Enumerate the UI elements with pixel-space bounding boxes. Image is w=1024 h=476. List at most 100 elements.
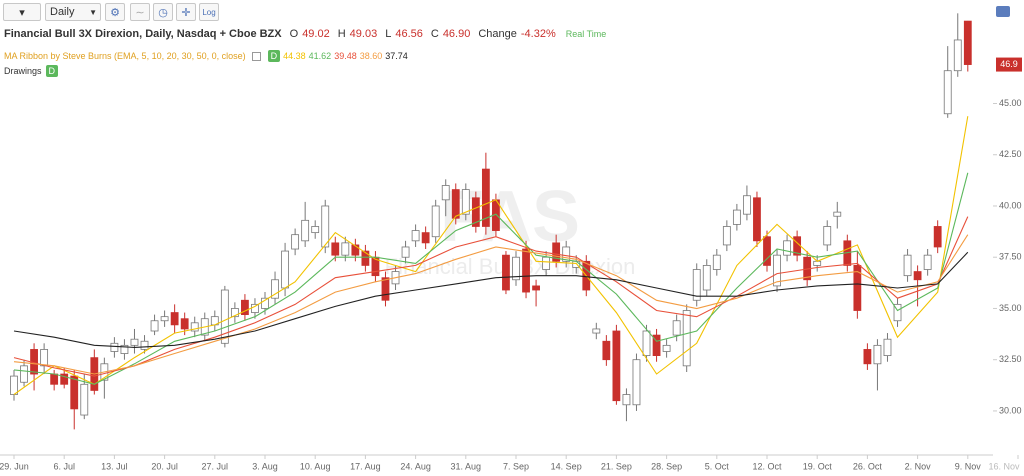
x-tick-label: 13. Jul [101,461,128,471]
candle-body [522,248,530,293]
candle-body [291,234,300,250]
chart-type-button[interactable]: ▾ [3,3,41,21]
candle-body [542,256,551,270]
candle-body [943,70,952,115]
legend-value: 37.74 [385,51,408,61]
y-tick-label: 42.50 [999,149,1022,159]
ema-line [13,172,969,385]
candle-body [190,322,199,332]
close-value: 46.90 [442,28,471,40]
history-button[interactable]: ◷ [153,3,173,21]
x-tick-label: 21. Sep [601,461,632,471]
candle-body [241,299,249,316]
y-tick-label: 37.50 [999,252,1022,262]
indicator-name[interactable]: MA Ribbon by Steve Burns (EMA, 5, 10, 20… [4,51,246,61]
drawings-row: Drawings D [4,65,59,77]
candle-body [50,373,59,385]
candle-body [351,244,360,256]
x-tick-label: 16. Nov [988,461,1020,471]
indicator-row: MA Ribbon by Steve Burns (EMA, 5, 10, 20… [4,50,408,62]
candle-body [963,20,972,65]
candle-body [331,242,340,256]
draw-button[interactable]: ✛ [176,3,196,21]
x-tick-label: 26. Oct [853,461,883,471]
candle-body [552,242,561,262]
candle-body [933,226,942,248]
candle-body [170,312,179,326]
indicator-badge[interactable]: D [267,50,281,62]
candle-body [893,303,902,322]
candle-body [281,250,289,289]
candle-body [622,394,631,406]
x-tick-label: 12. Oct [752,461,782,471]
candle-body [923,254,932,270]
camera-icon[interactable] [996,6,1010,17]
high-value: 49.03 [349,28,378,40]
candle-body [743,195,751,215]
x-tick-label: 10. Aug [300,461,331,471]
x-tick-label: 2. Nov [905,461,932,471]
y-tick-label: 30.00 [999,405,1022,415]
open-value: 49.02 [302,28,330,40]
settings-button[interactable]: ⚙ [105,3,125,21]
candle-body [763,236,771,266]
candle-body [512,256,520,281]
candle-body [180,318,189,330]
ema-line [13,216,969,377]
last-price-label: 46.9 [1000,59,1018,69]
ema-line [13,116,969,395]
candle-body [612,330,621,402]
interval-select[interactable]: Daily ▼ [45,3,101,21]
candle-body [311,226,320,234]
log-button[interactable]: Log [199,3,219,21]
legend-value: 39.48 [334,51,357,61]
candle-body [321,205,330,248]
candle-body [753,197,761,242]
candle-body [863,349,872,365]
candle-body [562,246,571,262]
candle-body [692,269,701,301]
legend-value: 38.60 [359,51,383,61]
candle-body [461,189,470,215]
high-tag: H [337,28,346,40]
candle-body [652,334,661,356]
y-tick-label: 32.50 [999,354,1022,364]
candle-body [220,289,229,344]
candle-body [532,285,540,291]
candle-body [10,375,18,395]
x-tick-label: 24. Aug [400,461,431,471]
candle-body [873,344,882,365]
legend-value: 44.38 [283,51,306,61]
change-tag: Change [478,28,517,40]
interval: Daily [50,6,75,18]
candle-body [481,168,490,227]
candle-body [40,349,49,367]
candle-body [230,308,239,318]
candle-body [833,211,842,217]
ema-line [13,234,969,375]
candle-body [421,232,430,244]
drawings-badge[interactable]: D [45,65,59,77]
candle-body [913,271,922,281]
candle-body [903,254,912,277]
realtime-status: Real Time [565,29,607,39]
x-tick-label: 17. Aug [350,461,381,471]
candle-body [140,340,149,350]
x-tick-label: 20. Jul [151,461,178,471]
candle-body [732,209,741,225]
candle-body [341,242,350,256]
x-tick-label: 14. Sep [551,461,582,471]
candle-body [160,316,169,322]
x-tick-label: 6. Jul [53,461,75,471]
indicator-settings[interactable] [251,51,261,61]
candle-body [712,254,721,270]
candle-body [773,254,781,287]
candle-body [120,344,129,354]
low-tag: L [385,28,392,40]
candle-body [411,230,420,242]
change-value: -4.32% [520,28,556,40]
candle-body [883,338,892,356]
compare-button[interactable]: ∼ [130,3,150,21]
candle-body [401,246,410,258]
